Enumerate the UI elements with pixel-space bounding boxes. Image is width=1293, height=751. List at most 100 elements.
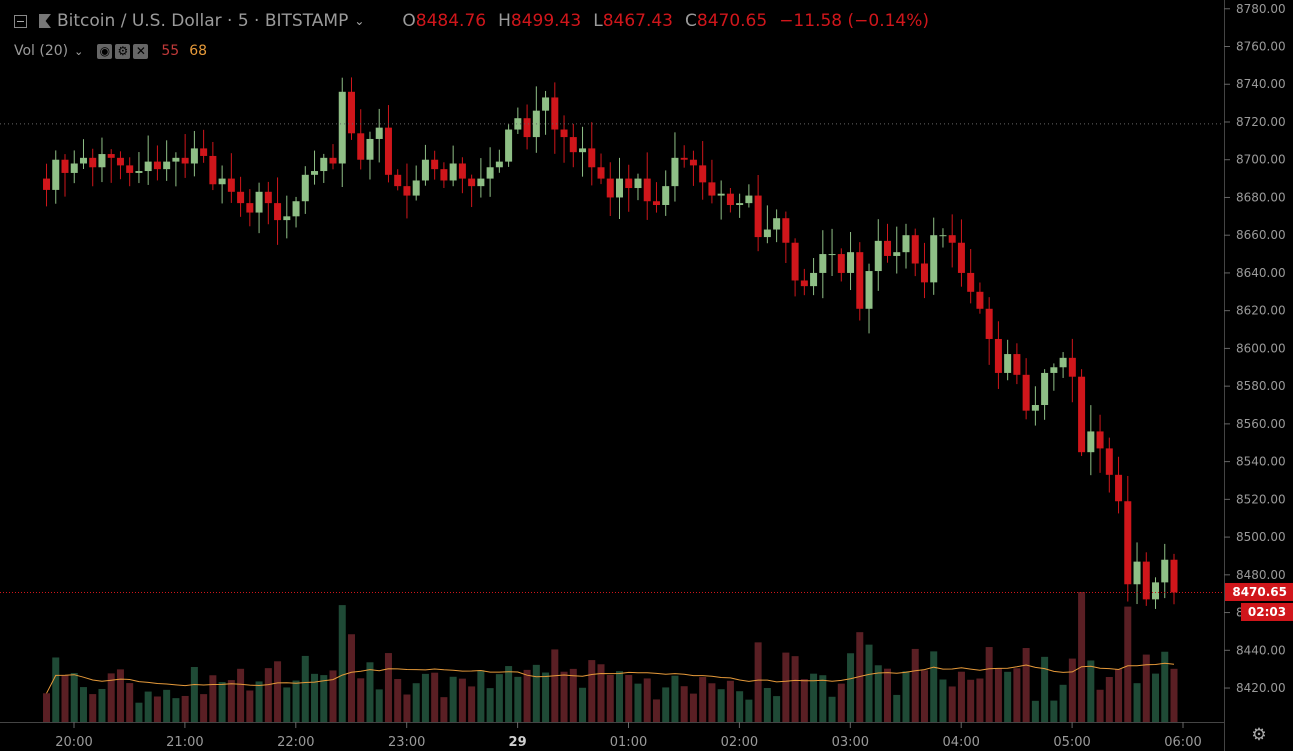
- candle-body: [172, 157, 180, 162]
- volume-bar: [283, 687, 291, 722]
- candle-body: [505, 129, 513, 162]
- price-tick-label: 8720.00: [1236, 115, 1286, 129]
- high-label: H: [498, 11, 511, 31]
- collapse-icon[interactable]: [14, 14, 27, 28]
- candle-body: [671, 157, 679, 187]
- volume-bar: [569, 668, 577, 722]
- candle-body: [514, 118, 522, 130]
- candle: [384, 105, 392, 183]
- candle-body: [708, 182, 716, 196]
- close-icon[interactable]: ✕: [133, 43, 149, 59]
- candle: [135, 152, 143, 184]
- candle: [458, 157, 466, 194]
- candle-body: [828, 254, 836, 256]
- eye-icon[interactable]: ◉: [97, 43, 113, 59]
- candle: [1041, 369, 1049, 420]
- candle: [329, 144, 337, 170]
- price-axis[interactable]: 8420.008440.008460.008480.008500.008520.…: [1224, 0, 1286, 751]
- candle: [726, 187, 734, 213]
- candle-body: [107, 154, 115, 158]
- volume-bar: [320, 675, 328, 722]
- candle: [597, 153, 605, 185]
- candle: [61, 154, 69, 197]
- candle: [495, 149, 503, 173]
- candle-body: [1087, 431, 1095, 453]
- volume-bar: [1161, 651, 1169, 722]
- time-tick-label: 02:00: [721, 735, 758, 750]
- volume-bar: [985, 647, 993, 722]
- candle-body: [421, 159, 429, 181]
- gear-icon[interactable]: ⚙: [115, 43, 131, 59]
- volume-bar: [948, 686, 956, 722]
- volume-bar: [172, 698, 180, 722]
- candle: [126, 157, 134, 187]
- candle-body: [1124, 501, 1132, 585]
- volume-bars: [43, 592, 1178, 722]
- volume-ma-value: 68: [189, 43, 208, 59]
- candle-body: [819, 254, 827, 273]
- volume-bar: [551, 649, 559, 722]
- volume-bar: [440, 697, 448, 722]
- volume-bar: [800, 679, 808, 722]
- candle-body: [347, 91, 355, 134]
- price-tick-label: 8500.00: [1236, 530, 1286, 544]
- volume-bar: [1041, 656, 1049, 722]
- candle: [532, 86, 540, 153]
- candle-body: [745, 195, 753, 204]
- volume-value: 55: [161, 43, 180, 59]
- volume-bar: [357, 678, 365, 722]
- candle: [1105, 437, 1113, 493]
- volume-bar: [79, 687, 87, 722]
- candle: [616, 157, 623, 219]
- volume-bar: [930, 651, 938, 722]
- volume-bar: [671, 675, 679, 722]
- volume-bar: [311, 673, 319, 722]
- candle-body: [1041, 372, 1049, 406]
- candle: [1142, 552, 1150, 606]
- chevron-down-icon[interactable]: ⌄: [74, 44, 84, 58]
- volume-bar: [874, 665, 882, 722]
- volume-bar: [292, 680, 300, 722]
- candle: [708, 159, 716, 204]
- candle: [255, 182, 263, 234]
- candle-body: [1050, 367, 1058, 373]
- candle-body: [773, 218, 781, 230]
- candle-body: [283, 216, 291, 221]
- volume-bar: [726, 680, 734, 722]
- volume-bar: [597, 664, 605, 722]
- candle: [227, 153, 235, 203]
- candle-body: [606, 178, 614, 198]
- volume-bar: [403, 694, 411, 722]
- candle-body: [52, 159, 60, 190]
- candle: [763, 205, 771, 244]
- volume-bar: [98, 688, 106, 722]
- candle: [1170, 553, 1178, 605]
- candle-body: [70, 163, 78, 173]
- volume-bar: [1031, 700, 1039, 722]
- settings-gear-icon[interactable]: ⚙: [1251, 725, 1267, 745]
- candle: [837, 248, 845, 282]
- candle: [579, 126, 587, 177]
- candle-body: [652, 201, 660, 206]
- candle: [514, 107, 522, 134]
- chevron-down-icon[interactable]: ⌄: [354, 14, 365, 28]
- symbol-title[interactable]: Bitcoin / U.S. Dollar · 5 · BITSTAMP: [57, 11, 349, 31]
- candle-body: [495, 161, 503, 168]
- candle: [52, 150, 60, 204]
- last-price-tag: 8470.65: [1225, 583, 1293, 602]
- candle-body: [274, 203, 282, 221]
- time-axis[interactable]: 20:00 21:00 22:00 23:00 29 01:00 02:00 03:00 04:…: [0, 722, 1224, 750]
- candle: [218, 165, 226, 204]
- candle: [930, 217, 938, 295]
- candle-body: [551, 97, 559, 130]
- candle-body: [190, 148, 198, 164]
- candle: [347, 77, 355, 140]
- volume-bar: [837, 683, 845, 722]
- high-value: 8499.43: [510, 11, 582, 31]
- volume-label[interactable]: Vol (20): [14, 43, 69, 59]
- candle: [246, 189, 254, 227]
- candle: [1013, 343, 1021, 385]
- candle: [1078, 369, 1086, 457]
- volume-bar: [52, 657, 60, 722]
